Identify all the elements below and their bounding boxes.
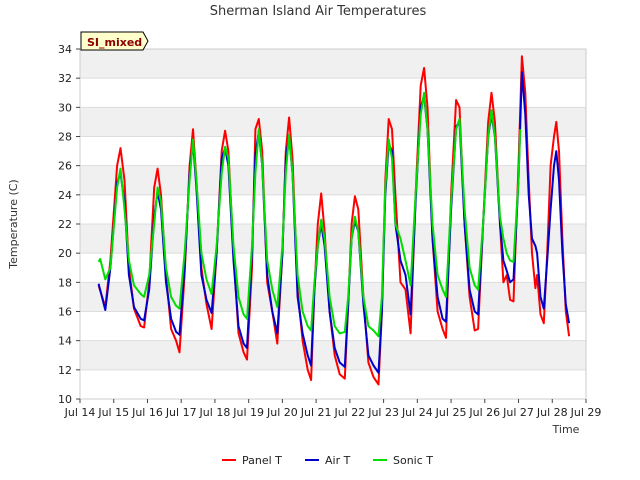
x-tick-label: Jul 23 [367,406,399,419]
x-tick-label: Jul 27 [502,406,534,419]
plot-band [80,49,586,79]
y-tick-label: 28 [58,131,72,144]
plot-band [80,165,586,195]
x-tick-label: Jul 17 [165,406,197,419]
x-tick-label: Jul 26 [468,406,500,419]
plot-band [80,224,586,254]
legend-label-air-t: Air T [325,454,351,467]
x-tick-label: Jul 14 [64,406,96,419]
x-tick-label: Jul 28 [536,406,568,419]
y-axis-ticks: 10 12 14 16 18 20 22 24 26 28 30 32 34 [58,43,80,406]
y-tick-label: 18 [58,276,72,289]
series-line-sonic-t [97,91,522,338]
y-tick-label: 24 [58,189,72,202]
x-tick-label: Jul 24 [401,406,433,419]
y-tick-label: 14 [58,335,72,348]
legend-label-panel-t: Panel T [242,454,282,467]
plot-band [80,107,586,137]
site-tag-text: SI_mixed [87,36,142,49]
y-tick-label: 10 [58,393,72,406]
x-tick-label: Jul 18 [199,406,231,419]
series-lines [97,55,571,386]
site-tag: SI_mixed [80,31,149,51]
x-tick-label: Jul 21 [300,406,332,419]
x-tick-label: Jul 25 [435,406,467,419]
y-tick-label: 20 [58,247,72,260]
legend: Panel T Air T Sonic T [222,454,433,467]
x-axis-label: Time [552,423,580,436]
plot-band [80,282,586,312]
y-tick-label: 16 [58,306,72,319]
x-tick-label: Jul 29 [570,406,602,419]
y-axis-label: Temperature (C) [7,179,20,269]
x-tick-label: Jul 16 [131,406,163,419]
y-tick-label: 22 [58,218,72,231]
y-tick-label: 34 [58,43,72,56]
x-tick-label: Jul 22 [333,406,365,419]
x-tick-label: Jul 20 [266,406,298,419]
chart-title: Sherman Island Air Temperatures [210,4,427,19]
y-tick-label: 32 [58,72,72,85]
legend-label-sonic-t: Sonic T [393,454,433,467]
y-tick-label: 12 [58,364,72,377]
y-tick-label: 26 [58,160,72,173]
y-tick-label: 30 [58,101,72,114]
x-axis-ticks: Jul 14 Jul 15 Jul 16 Jul 17 Jul 18 Jul 19 Jul … [64,399,602,419]
site-tag-box [80,31,149,51]
x-tick-label: Jul 15 [97,406,129,419]
x-tick-label: Jul 19 [232,406,264,419]
